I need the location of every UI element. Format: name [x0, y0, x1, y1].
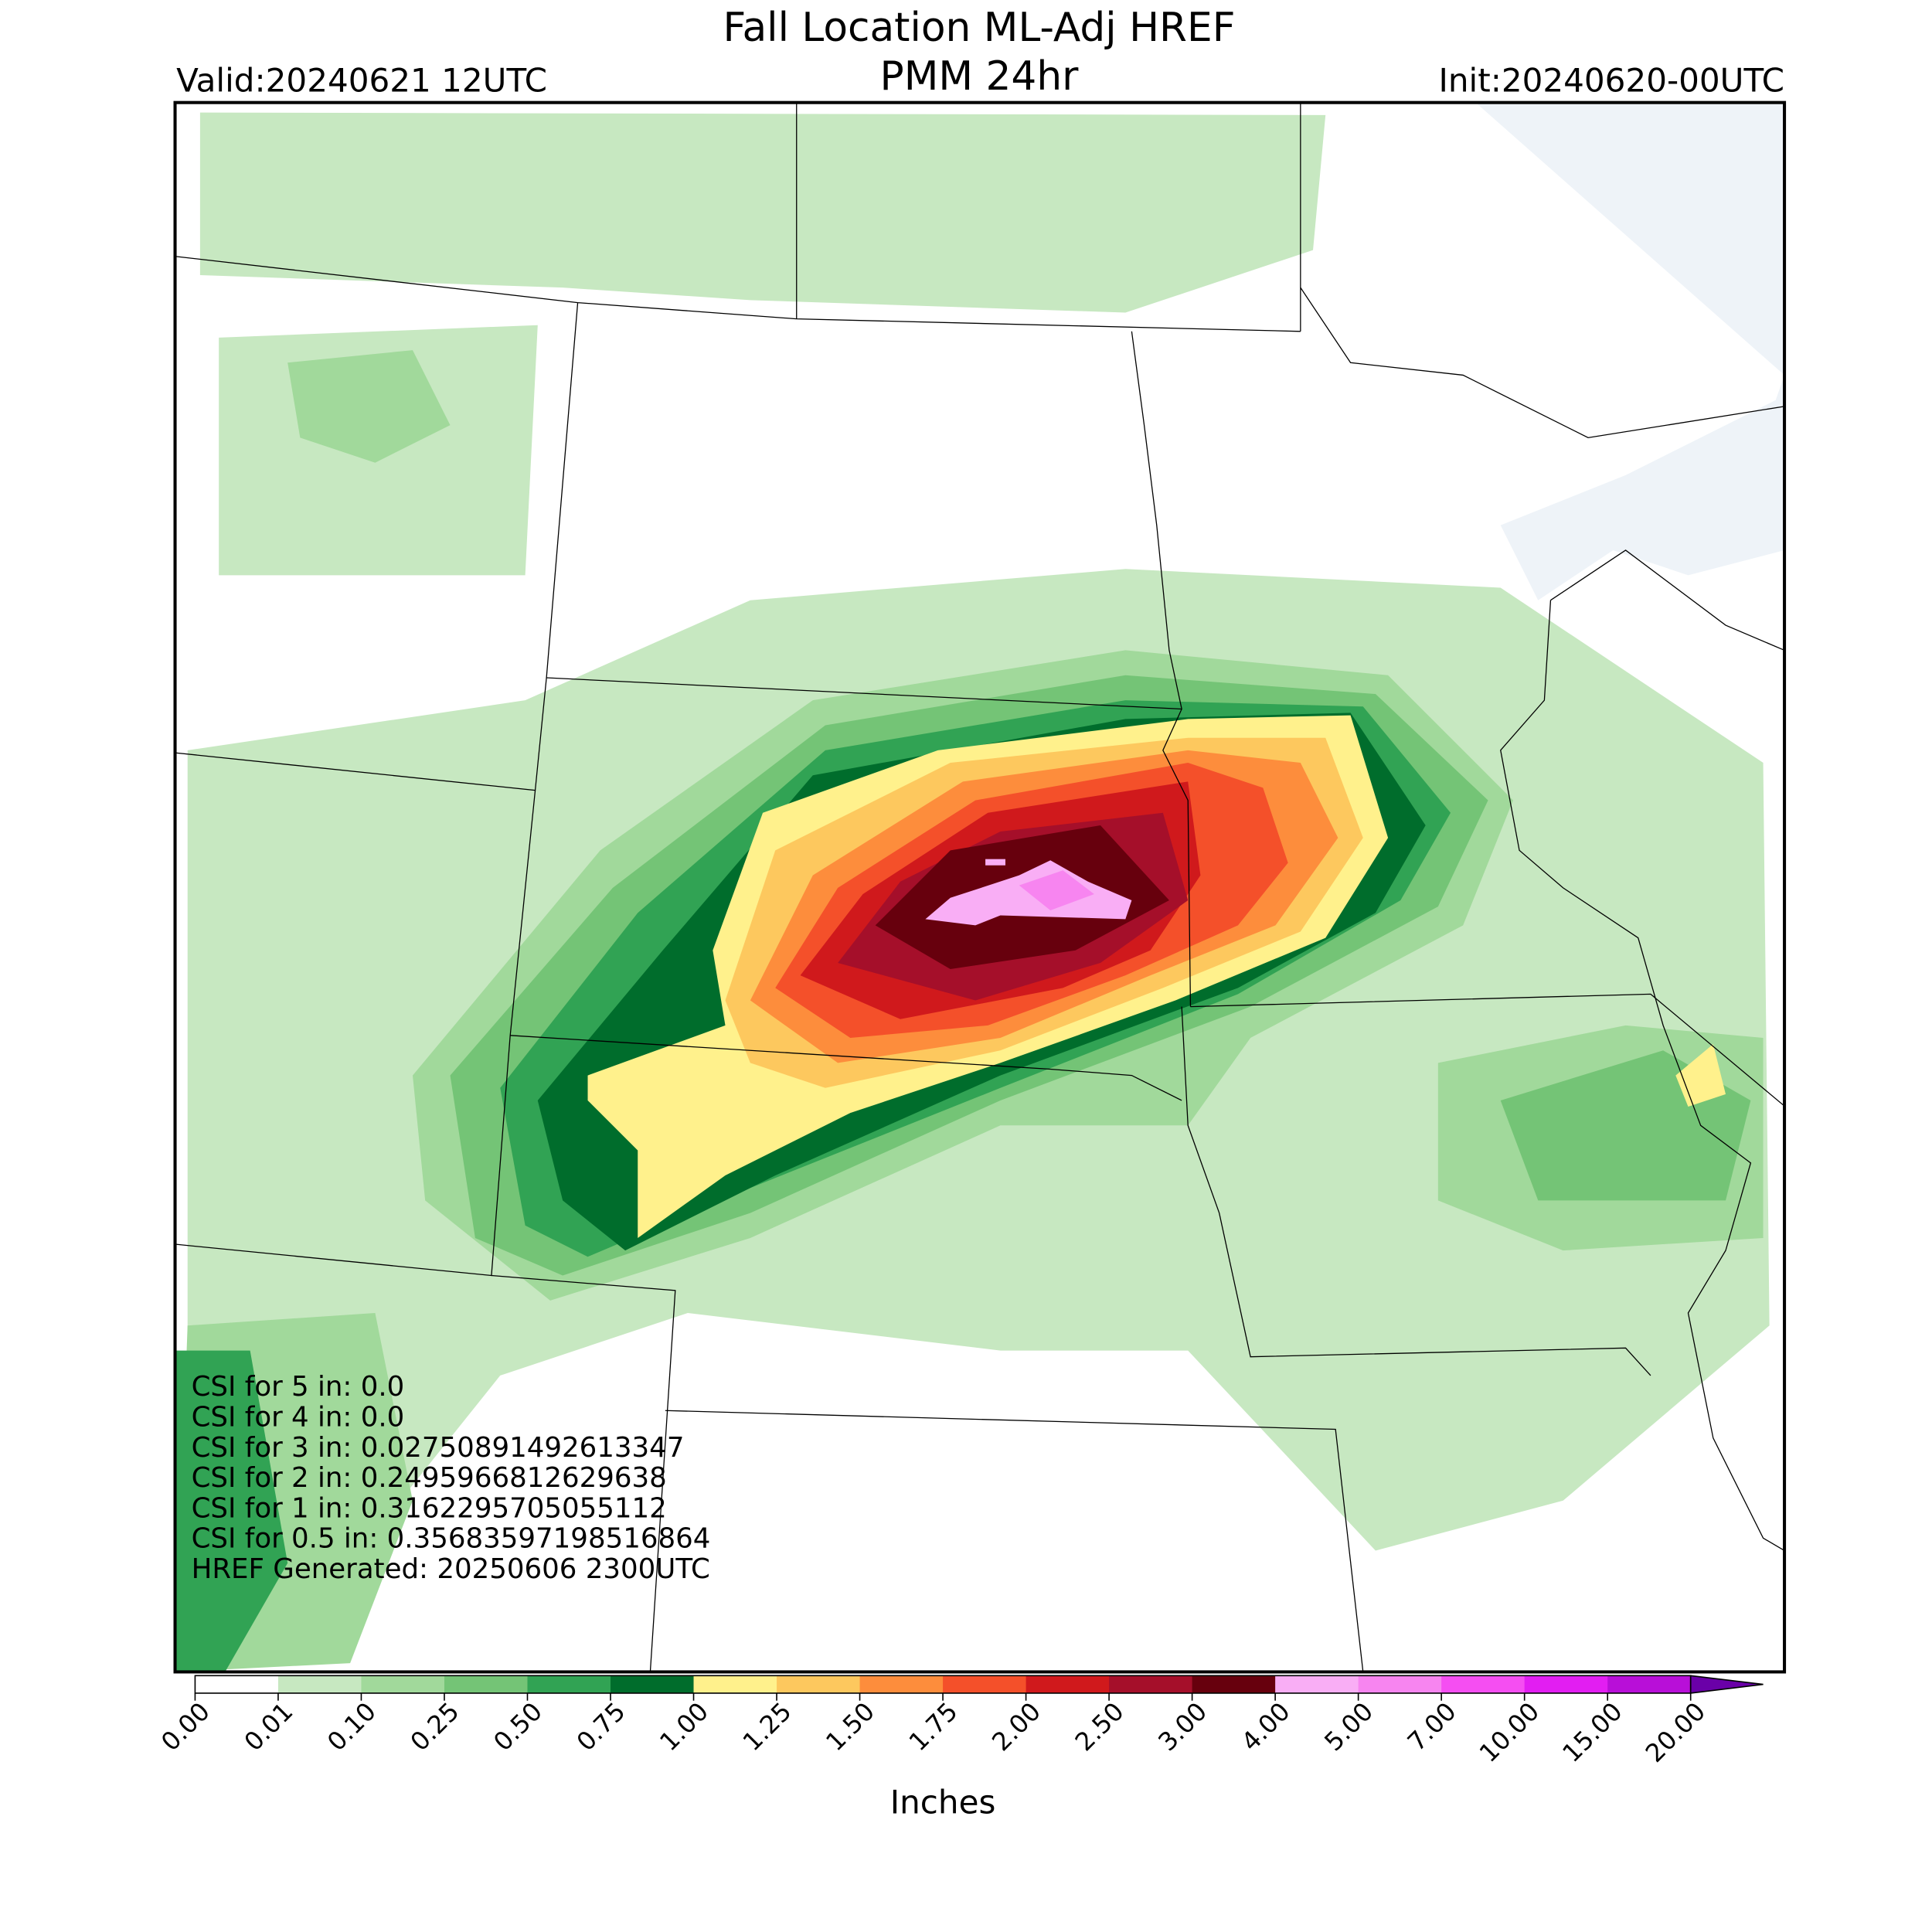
csi-line: CSI for 0.5 in: 0.35683597198516864 — [192, 1523, 711, 1555]
colorbar-tick-label: 0.01 — [239, 1697, 299, 1757]
colorbar-swatch — [361, 1675, 445, 1693]
title: Fall Location ML-Adj HREF — [723, 5, 1235, 51]
colorbar-tick-label: 15.00 — [1556, 1697, 1628, 1768]
colorbar-tick-label: 0.50 — [488, 1697, 548, 1757]
colorbar-tick-label: 1.25 — [737, 1697, 798, 1757]
colorbar-tick-label: 2.00 — [986, 1697, 1046, 1757]
precip-moderate — [175, 1350, 288, 1672]
colorbar-tick-label: 1.50 — [820, 1697, 880, 1757]
colorbar-swatch — [777, 1675, 861, 1693]
colorbar-swatch — [1275, 1675, 1359, 1693]
colorbar-swatch — [444, 1675, 528, 1693]
colorbar-tick-label: 10.00 — [1474, 1697, 1545, 1768]
colorbar: 0.00 0.01 0.10 0.25 0.50 0.75 1.00 1.25 1.50 1.75… — [155, 1675, 1764, 1768]
colorbar-tick-label: 0.00 — [155, 1697, 216, 1757]
map — [175, 102, 1785, 1672]
colorbar-swatch — [1109, 1675, 1193, 1693]
colorbar-tick-label: 0.75 — [571, 1697, 631, 1757]
colorbar-tick-label: 2.50 — [1070, 1697, 1130, 1757]
precip-light — [287, 350, 451, 463]
csi-line: HREF Generated: 20250606 2300UTC — [192, 1553, 710, 1585]
colorbar-swatch — [1192, 1675, 1276, 1693]
colorbar-tick-label: 0.25 — [405, 1697, 465, 1757]
colorbar-label: Inches — [890, 1783, 996, 1821]
colorbar-swatch — [1026, 1675, 1110, 1693]
colorbar-tick-label: 1.75 — [903, 1697, 964, 1757]
colorbar-swatch — [277, 1675, 362, 1693]
precip-light — [199, 112, 1326, 313]
valid-time: Valid:20240621 12UTC — [176, 61, 547, 99]
init-time: Init:20240620-00UTC — [1438, 61, 1784, 99]
csi-line: CSI for 4 in: 0.0 — [192, 1401, 405, 1433]
colorbar-extend — [1689, 1675, 1764, 1694]
colorbar-swatch — [611, 1675, 695, 1693]
colorbar-tick-label: 4.00 — [1236, 1697, 1296, 1757]
colorbar-tick-label: 1.00 — [654, 1697, 714, 1757]
csi-line: CSI for 2 in: 0.2495966812629638 — [192, 1462, 667, 1494]
colorbar-swatch — [943, 1675, 1027, 1693]
precip-extreme — [985, 859, 1005, 866]
colorbar-swatch — [1358, 1675, 1442, 1693]
colorbar-tick-label: 0.10 — [321, 1697, 382, 1757]
colorbar-swatch — [527, 1675, 611, 1693]
subtitle: PMM 24hr — [880, 53, 1080, 100]
colorbar-swatch — [859, 1675, 944, 1693]
csi-line: CSI for 5 in: 0.0 — [192, 1371, 405, 1403]
colorbar-swatch — [195, 1675, 279, 1693]
csi-line: CSI for 3 in: 0.02750891492613347 — [192, 1432, 685, 1464]
colorbar-tick-label: 20.00 — [1640, 1697, 1711, 1768]
colorbar-tick-label: 5.00 — [1318, 1697, 1379, 1757]
colorbar-swatch — [1607, 1675, 1692, 1693]
colorbar-swatch — [1441, 1675, 1526, 1693]
csi-line: CSI for 1 in: 0.3162295705055112 — [192, 1492, 667, 1524]
colorbar-tick-label: 7.00 — [1402, 1697, 1462, 1757]
lake — [1475, 102, 1785, 600]
colorbar-swatch — [693, 1675, 777, 1693]
colorbar-swatch — [1524, 1675, 1608, 1693]
state-borders — [175, 102, 1785, 1672]
map-frame — [173, 100, 1787, 1674]
colorbar-tick-label: 3.00 — [1152, 1697, 1213, 1757]
precip-extreme — [1019, 870, 1094, 910]
